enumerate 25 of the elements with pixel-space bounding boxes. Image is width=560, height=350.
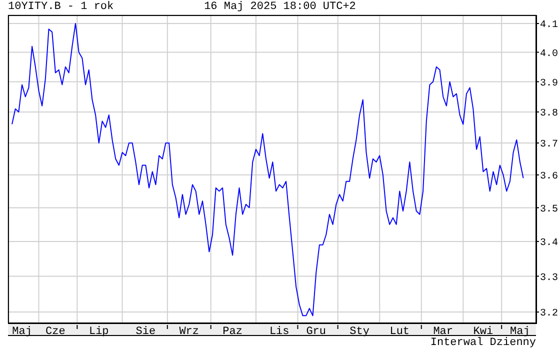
text: 16 Maj 2025 18:00 UTC+2: [204, 1, 356, 13]
y-tick-label: 3.7: [540, 140, 558, 151]
chart-title: 10YITY.B - 1 rok: [8, 1, 114, 13]
x-tick-label: Wrz: [179, 326, 200, 338]
x-tick-label: Cze: [46, 326, 66, 338]
x-tick-label: Lip: [88, 326, 109, 338]
x-tick-label: Paz: [222, 326, 242, 338]
y-tick-label: 4.1: [540, 20, 558, 32]
y-tick-label: 3.5: [540, 204, 558, 216]
y-tick-label: 3.6: [540, 171, 558, 182]
y-tick-label: 3.4: [540, 238, 558, 249]
x-tick-label: Gru: [306, 326, 326, 338]
y-tick-label: 3.2: [540, 308, 558, 320]
y-tick-label: 3.9: [540, 78, 558, 90]
x-tick-label: Kwi: [473, 326, 494, 338]
x-tick-label: Maj: [12, 326, 32, 338]
y-tick-label: 4.0: [540, 48, 558, 60]
text: Interwal Dzienny: [430, 337, 536, 349]
x-tick-label: Lut: [390, 326, 410, 338]
x-tick-label: Mar: [433, 326, 454, 338]
y-tick-label: 3.8: [540, 108, 558, 120]
x-tick-label: Sie: [136, 326, 156, 338]
x-tick-label: Lis: [269, 326, 290, 338]
x-tick-label: Sty: [350, 326, 370, 338]
y-tick-label: 3.3: [540, 272, 558, 284]
